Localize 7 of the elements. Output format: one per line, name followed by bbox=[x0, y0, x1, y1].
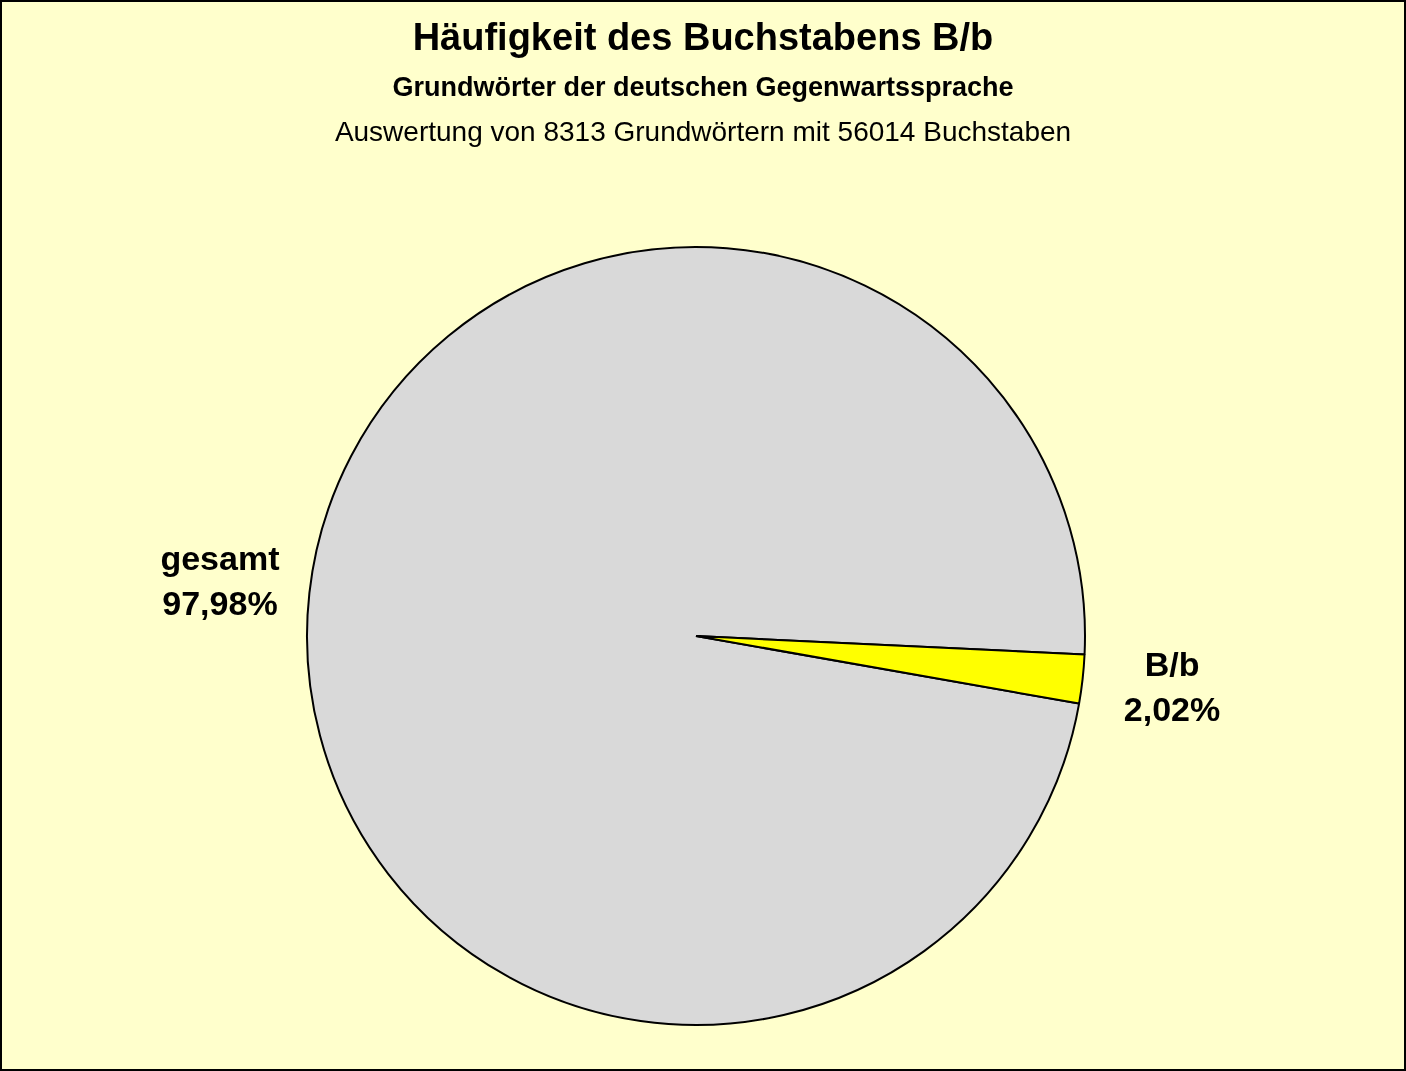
chart-title: Häufigkeit des Buchstabens B/b bbox=[412, 16, 994, 58]
text: Auswertung von 8313 Grundwörtern mit 56014 Buchstaben bbox=[334, 116, 1072, 147]
slice-label: gesamt bbox=[160, 538, 280, 577]
data-label: 97,98% bbox=[162, 583, 278, 622]
slice-label: B/b bbox=[1144, 644, 1200, 683]
data-label: 2,02% bbox=[1123, 689, 1221, 728]
chart-subtitle: Grundwörter der deutschen Gegenwartssprache bbox=[392, 72, 1014, 102]
